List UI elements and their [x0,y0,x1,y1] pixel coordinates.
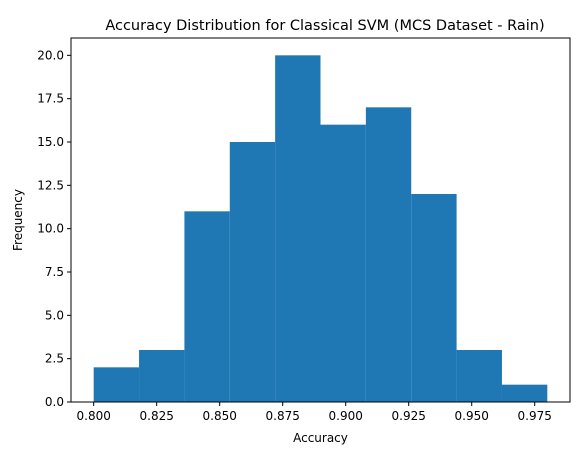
plot-frame [70,37,571,403]
y-tick-label: 20.0 [37,48,64,62]
histogram-bar-6 [320,124,366,403]
y-tick-label: 17.5 [37,92,64,106]
y-tick-label: 12.5 [37,178,64,192]
y-axis-label: Frequency [11,189,25,251]
x-tick-label: 0.850 [203,409,237,423]
y-tick-label: 10.0 [37,222,64,236]
histogram-bar-3 [184,211,230,402]
histogram-bar-4 [229,142,276,402]
x-tick-label: 0.800 [77,409,111,423]
chart-title: Accuracy Distribution for Classical SVM … [105,18,544,34]
y-tick-label: 7.5 [45,265,64,279]
x-tick-label: 0.975 [518,409,552,423]
y-tick-label: 0.0 [45,395,64,409]
y-tick-label: 15.0 [37,135,64,149]
x-axis-ticks: 0.800 0.825 0.850 0.875 0.900 0.925 0.950 0.975 [77,402,552,423]
histogram-bar-2 [139,350,185,402]
x-tick-label: 0.825 [140,409,174,423]
x-tick-label: 0.900 [329,409,363,423]
histogram-bar-5 [275,55,321,402]
x-axis-label: Accuracy [293,431,348,445]
bars-group [93,55,548,403]
histogram-bar-7 [365,107,412,402]
histogram-bar-1 [93,367,140,402]
x-tick-label: 0.925 [392,409,426,423]
x-tick-label: 0.875 [266,409,300,423]
histogram-bar-8 [411,194,457,402]
y-tick-label: 5.0 [45,308,64,322]
histogram-bar-9 [456,350,502,402]
y-tick-label: 2.5 [45,352,64,366]
histogram-bar-10 [501,384,548,402]
x-tick-label: 0.950 [455,409,489,423]
y-axis-ticks: 0.0 2.5 5.0 7.5 10.0 12.5 15.0 17.5 20.0 [37,48,71,409]
